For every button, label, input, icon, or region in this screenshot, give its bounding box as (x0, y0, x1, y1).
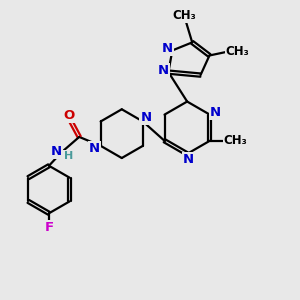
Text: N: N (50, 145, 62, 158)
Text: N: N (183, 153, 194, 166)
Text: CH₃: CH₃ (172, 9, 196, 22)
Text: O: O (63, 109, 74, 122)
Text: N: N (158, 64, 169, 77)
Text: N: N (89, 142, 100, 155)
Text: CH₃: CH₃ (224, 134, 248, 147)
Text: N: N (161, 42, 172, 55)
Text: N: N (210, 106, 221, 119)
Text: H: H (64, 151, 73, 161)
Text: F: F (44, 221, 53, 234)
Text: N: N (140, 111, 152, 124)
Text: CH₃: CH₃ (226, 45, 249, 58)
